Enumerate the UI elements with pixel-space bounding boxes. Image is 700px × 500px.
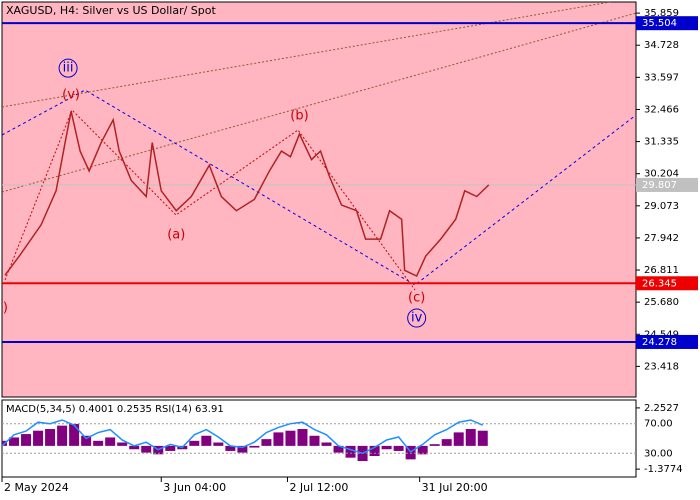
wave-lines xyxy=(2,2,636,291)
y-tick-label: 31.335 xyxy=(644,137,679,148)
y-tick-label: 24.549 xyxy=(644,329,679,340)
wave-label: (v) xyxy=(0,301,8,316)
y-tick-label: 29.073 xyxy=(644,201,679,212)
macd-bar xyxy=(93,440,104,446)
price-line xyxy=(4,111,490,278)
y-tick-label: 32.466 xyxy=(644,104,679,115)
macd-bar xyxy=(321,442,332,446)
axis-layer: 35.859 34.728 33.597 32.466 31.335 30.204 29.0… xyxy=(1,8,698,494)
macd-bar xyxy=(129,445,140,450)
indicator-title: MACD(5,34,5) 0.4001 0.2535 RSI(14) 63.91 xyxy=(6,404,224,415)
macd-bar xyxy=(81,435,92,446)
macd-bar xyxy=(273,432,284,446)
x-tick-label: 3 Jun 04:00 xyxy=(163,481,226,494)
level-label-box xyxy=(636,334,698,349)
rsi-line xyxy=(2,419,484,455)
macd-bar xyxy=(237,445,248,453)
y-tick-label: 26.811 xyxy=(644,265,679,276)
macd-bar xyxy=(117,442,128,446)
macd-bar xyxy=(417,445,428,455)
macd-bar xyxy=(333,445,344,453)
macd-bar xyxy=(393,445,404,451)
y-tick-label: -1.3774 xyxy=(644,464,683,475)
wave-circle xyxy=(58,58,78,78)
x-tick-label: 2 May 2024 xyxy=(4,481,69,494)
macd-bar xyxy=(261,439,272,446)
level-label-box xyxy=(636,16,698,31)
y-tick-label: 34.728 xyxy=(644,40,679,51)
macd-bar xyxy=(249,445,260,448)
level-label: 26.345 xyxy=(642,278,677,289)
main-plot xyxy=(1,1,637,398)
macd-bar xyxy=(477,430,488,446)
macd-bar xyxy=(9,437,20,446)
macd-bar xyxy=(369,445,380,456)
wave-label: (b) xyxy=(290,109,308,124)
macd-bar xyxy=(309,435,320,446)
main-layer: (v) iii (a) (b) (c) iv (v) xyxy=(0,22,636,343)
y-tick-label: 2.2527 xyxy=(644,403,679,414)
wave-line xyxy=(4,109,416,291)
level-label: 24.278 xyxy=(642,337,677,348)
indicator-layer xyxy=(2,419,636,462)
macd-bar xyxy=(57,425,68,446)
macd-bar xyxy=(21,434,32,446)
channel-line xyxy=(2,12,636,193)
macd-bar xyxy=(105,437,116,446)
macd-bar xyxy=(189,440,200,446)
wave-label: (c) xyxy=(408,291,425,306)
y-tick-label: 27.942 xyxy=(644,233,679,244)
macd-bar xyxy=(225,445,236,451)
y-tick-label: 30.204 xyxy=(644,169,679,180)
macd-bar xyxy=(345,445,356,458)
macd-bar xyxy=(297,429,308,446)
x-tick-label: 31 Jul 20:00 xyxy=(422,481,488,494)
macd-bar xyxy=(429,444,440,446)
channel-line xyxy=(2,2,611,108)
macd-bar xyxy=(201,435,212,446)
macd-bar xyxy=(141,445,152,453)
last-price-box xyxy=(636,177,698,192)
macd-bar xyxy=(441,439,452,446)
macd-bar xyxy=(453,432,464,446)
macd-bar xyxy=(165,445,176,451)
macd-bar xyxy=(33,430,44,446)
wave-label: (v) xyxy=(62,88,80,103)
y-tick-label: 25.680 xyxy=(644,297,679,308)
last-price-label: 29.807 xyxy=(642,180,677,191)
wave-label: (a) xyxy=(167,228,185,243)
macd-bar xyxy=(285,430,296,446)
macd-bar xyxy=(381,445,392,450)
macd-bar xyxy=(69,423,80,446)
wave-label: iii xyxy=(63,61,74,76)
level-label: 35.504 xyxy=(642,18,677,29)
y2-tick-label: 70.00 xyxy=(644,419,673,430)
chart-title: XAGUSD, H4: Silver vs US Dollar/ Spot xyxy=(6,4,216,17)
macd-bar xyxy=(465,429,476,446)
wave-label: iv xyxy=(411,311,423,326)
y2-tick-label: 30.00 xyxy=(644,448,673,459)
wave-circle xyxy=(407,308,427,328)
y-tick-label: 35.859 xyxy=(644,8,679,19)
y-tick-label: 23.418 xyxy=(644,361,679,372)
macd-bar xyxy=(45,429,56,446)
y-tick-label: 33.597 xyxy=(644,72,679,83)
level-label-box xyxy=(636,276,698,291)
x-tick-label: 2 Jul 12:00 xyxy=(289,481,348,494)
macd-bar xyxy=(213,442,224,446)
